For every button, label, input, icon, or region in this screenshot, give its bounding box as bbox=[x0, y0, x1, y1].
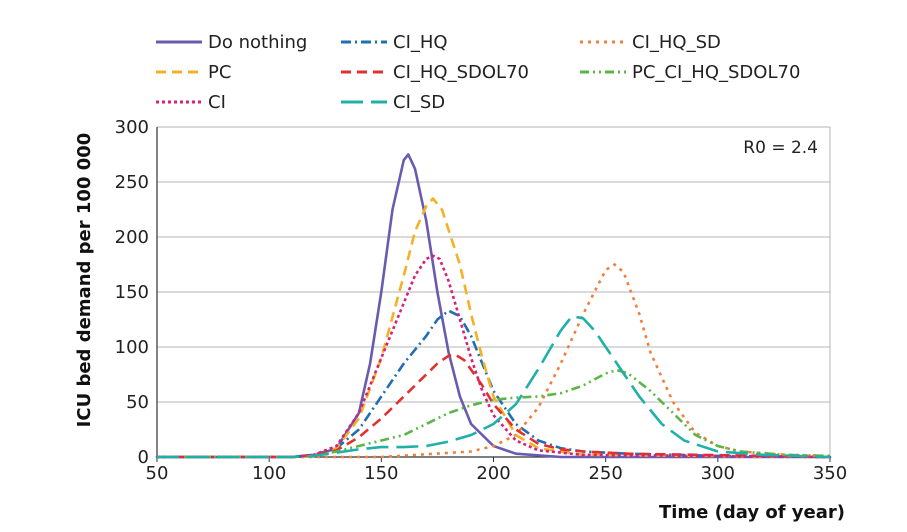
x-tick-label: 50 bbox=[146, 463, 169, 484]
y-axis-title: ICU bed demand per 100 000 bbox=[74, 133, 95, 428]
legend-label-3: PC bbox=[208, 62, 231, 83]
series-line-3 bbox=[157, 197, 831, 459]
x-tick-label: 150 bbox=[364, 463, 398, 484]
legend-label-4: CI_HQ_SDOL70 bbox=[393, 62, 529, 83]
legend-label-1: CI_HQ bbox=[393, 32, 448, 53]
series-layer bbox=[155, 153, 832, 459]
x-tick-label: 250 bbox=[588, 463, 622, 484]
series-line-0 bbox=[155, 153, 832, 459]
y-tick-label: 0 bbox=[138, 447, 149, 468]
legend-label-2: CI_HQ_SD bbox=[632, 32, 721, 53]
series-line-7 bbox=[157, 314, 831, 459]
series-line-4 bbox=[157, 353, 831, 459]
legend-label-7: CI_SD bbox=[393, 92, 445, 113]
legend-label-6: CI bbox=[208, 92, 226, 113]
grid-lines bbox=[157, 126, 830, 403]
series-line-2 bbox=[157, 263, 831, 459]
series-line-1 bbox=[157, 309, 831, 459]
y-tick-label: 300 bbox=[115, 117, 149, 138]
legend-label-5: PC_CI_HQ_SDOL70 bbox=[632, 62, 800, 83]
x-axis-title: Time (day of year) bbox=[659, 502, 845, 523]
x-tick-label: 300 bbox=[701, 463, 735, 484]
y-tick-label: 200 bbox=[115, 227, 149, 248]
r0-annotation: R0 = 2.4 bbox=[743, 138, 818, 158]
series-line-5 bbox=[157, 368, 831, 459]
x-tick-label: 100 bbox=[252, 463, 286, 484]
y-tick-label: 150 bbox=[115, 282, 149, 303]
y-tick-label: 50 bbox=[126, 392, 149, 413]
x-tick-label: 350 bbox=[813, 463, 847, 484]
legend: Do nothing CI_HQ CI_HQ_SD PC CI_HQ_SDOL70 PC_… bbox=[156, 32, 800, 113]
series-line-6 bbox=[157, 254, 831, 459]
y-tick-label: 100 bbox=[115, 337, 149, 358]
x-tick-label: 200 bbox=[476, 463, 510, 484]
y-tick-label: 250 bbox=[115, 172, 149, 193]
legend-label-0: Do nothing bbox=[208, 32, 307, 53]
